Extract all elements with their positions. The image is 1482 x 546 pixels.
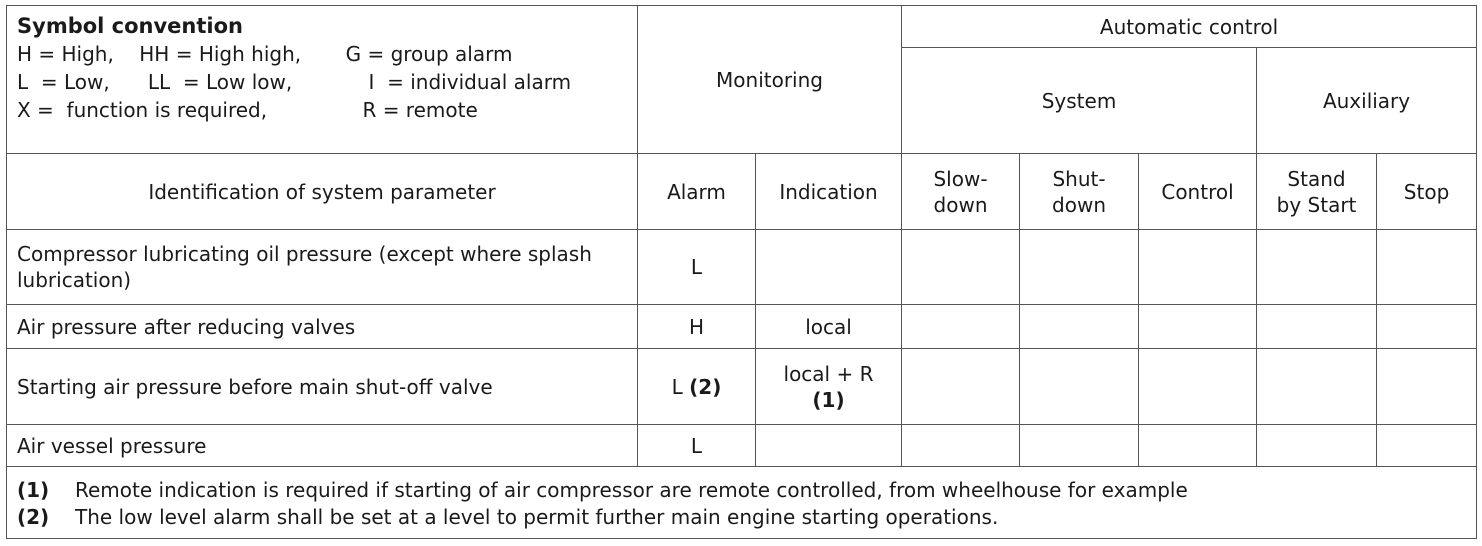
indication-value: local xyxy=(805,314,852,339)
legend-line-low: L = Low, LL = Low low, I = individual al… xyxy=(17,70,572,95)
header-monitoring: Monitoring xyxy=(636,5,903,154)
control-cell xyxy=(1138,229,1258,305)
standby-start-cell xyxy=(1256,424,1378,467)
alarm-cell: L xyxy=(637,229,756,305)
table-row: Starting air pressure before main shut-o… xyxy=(6,348,1478,425)
alarm-cell: H xyxy=(637,304,756,349)
header-auxiliary: Auxiliary xyxy=(1256,47,1478,154)
header-stop: Stop xyxy=(1376,153,1478,230)
alarm-value: H xyxy=(688,314,705,339)
alarm-value: L xyxy=(671,374,690,399)
standby-start-cell xyxy=(1256,229,1378,305)
header-system: System xyxy=(901,47,1258,154)
symbol-convention-legend: Symbol convention H = High, HH = High hi… xyxy=(6,5,638,154)
standby-start-cell xyxy=(1256,348,1378,425)
slowdown-cell xyxy=(901,304,1021,349)
alarm-value: L xyxy=(690,433,703,458)
stop-cell xyxy=(1376,424,1478,467)
legend-title: Symbol convention xyxy=(17,14,243,38)
header-control: Control xyxy=(1138,153,1258,230)
alarm-value: L xyxy=(690,255,703,279)
header-slowdown: Slow- down xyxy=(901,153,1021,230)
header-standby-line1: Stand xyxy=(1287,166,1346,191)
header-standby-start: Stand by Start xyxy=(1256,153,1378,230)
legend-line-function: X = function is required, R = remote xyxy=(17,98,478,123)
footnote-number: (1) xyxy=(17,477,50,502)
shutdown-cell xyxy=(1019,348,1140,425)
legend-line-high: H = High, HH = High high, G = group alar… xyxy=(17,42,513,67)
stop-cell xyxy=(1376,229,1478,305)
slowdown-cell xyxy=(901,424,1021,467)
control-cell xyxy=(1138,348,1258,425)
shutdown-cell xyxy=(1019,304,1140,349)
stop-cell xyxy=(1376,348,1478,425)
header-shutdown-line2: down xyxy=(1052,192,1106,217)
header-shutdown: Shut- down xyxy=(1019,153,1140,230)
header-shutdown-line1: Shut- xyxy=(1052,166,1106,191)
param-cell: Air vessel pressure xyxy=(6,424,638,467)
header-identification: Identification of system parameter xyxy=(6,153,638,230)
slowdown-cell xyxy=(901,229,1021,305)
footnote-text: Remote indication is required if startin… xyxy=(75,477,1188,502)
alarm-note-ref: (2) xyxy=(689,374,722,399)
footnote-1: (1) Remote indication is required if sta… xyxy=(17,477,1466,504)
header-slowdown-line1: Slow- xyxy=(933,166,988,191)
control-cell xyxy=(1138,424,1258,467)
param-cell: Compressor lubricating oil pressure (exc… xyxy=(6,229,638,305)
indication-cell: local + R (1) xyxy=(754,348,903,425)
indication-note-ref: (1) xyxy=(812,387,845,412)
footnotes: (1) Remote indication is required if sta… xyxy=(5,466,1478,539)
indication-cell xyxy=(754,229,903,305)
indication-cell: local xyxy=(754,304,903,349)
shutdown-cell xyxy=(1019,424,1140,467)
table-row: Air pressure after reducing valves H loc… xyxy=(6,304,1478,349)
slowdown-cell xyxy=(901,348,1021,425)
indication-cell xyxy=(754,424,903,467)
shutdown-cell xyxy=(1019,229,1140,305)
param-cell: Air pressure after reducing valves xyxy=(6,304,638,349)
system-parameter-table-container: Symbol convention H = High, HH = High hi… xyxy=(5,5,1478,539)
footnote-text: The low level alarm shall be set at a le… xyxy=(75,504,999,529)
header-automatic-control: Automatic control xyxy=(901,5,1478,48)
alarm-cell: L xyxy=(637,424,756,467)
indication-value: local + R xyxy=(783,361,874,386)
standby-start-cell xyxy=(1256,304,1378,349)
header-alarm: Alarm xyxy=(637,153,756,230)
param-cell: Starting air pressure before main shut-o… xyxy=(6,348,638,425)
footnote-2: (2) The low level alarm shall be set at … xyxy=(17,504,1466,531)
footnote-number: (2) xyxy=(17,504,50,529)
table-row: Compressor lubricating oil pressure (exc… xyxy=(6,229,1478,305)
header-indication: Indication xyxy=(754,153,903,230)
system-parameter-table: Symbol convention H = High, HH = High hi… xyxy=(5,5,1478,539)
header-slowdown-line2: down xyxy=(933,192,988,217)
stop-cell xyxy=(1376,304,1478,349)
alarm-cell: L (2) xyxy=(637,348,756,425)
control-cell xyxy=(1138,304,1258,349)
table-row: Air vessel pressure L xyxy=(6,424,1478,467)
header-standby-line2: by Start xyxy=(1276,192,1357,217)
